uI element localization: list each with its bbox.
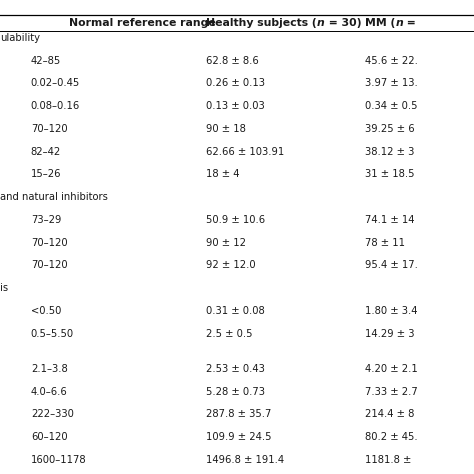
- Text: 0.34 ± 0.5: 0.34 ± 0.5: [365, 101, 418, 111]
- Text: 3.97 ± 13.: 3.97 ± 13.: [365, 78, 418, 89]
- Text: 90 ± 18: 90 ± 18: [206, 124, 246, 134]
- Text: 1181.8 ±: 1181.8 ±: [365, 455, 411, 465]
- Text: 70–120: 70–120: [31, 237, 67, 248]
- Text: 42–85: 42–85: [31, 55, 61, 66]
- Text: 4.0–6.6: 4.0–6.6: [31, 387, 68, 397]
- Text: 90 ± 12: 90 ± 12: [206, 237, 246, 248]
- Text: Healthy subjects (: Healthy subjects (: [206, 18, 317, 28]
- Text: 0.13 ± 0.03: 0.13 ± 0.03: [206, 101, 265, 111]
- Text: 0.26 ± 0.13: 0.26 ± 0.13: [206, 78, 265, 89]
- Text: 62.8 ± 8.6: 62.8 ± 8.6: [206, 55, 259, 66]
- Text: 0.08–0.16: 0.08–0.16: [31, 101, 80, 111]
- Text: 73–29: 73–29: [31, 215, 61, 225]
- Text: 74.1 ± 14: 74.1 ± 14: [365, 215, 414, 225]
- Text: and natural inhibitors: and natural inhibitors: [0, 192, 108, 202]
- Text: is: is: [0, 283, 8, 293]
- Text: 14.29 ± 3: 14.29 ± 3: [365, 328, 414, 339]
- Text: 70–120: 70–120: [31, 260, 67, 271]
- Text: 18 ± 4: 18 ± 4: [206, 169, 240, 180]
- Text: 82–42: 82–42: [31, 146, 61, 157]
- Text: 70–120: 70–120: [31, 124, 67, 134]
- Text: 1.80 ± 3.4: 1.80 ± 3.4: [365, 306, 418, 316]
- Text: 2.1–3.8: 2.1–3.8: [31, 364, 68, 374]
- Text: 109.9 ± 24.5: 109.9 ± 24.5: [206, 432, 272, 442]
- Text: 222–330: 222–330: [31, 410, 73, 419]
- Text: n: n: [395, 18, 403, 28]
- Text: n: n: [317, 18, 325, 28]
- Text: 1496.8 ± 191.4: 1496.8 ± 191.4: [206, 455, 284, 465]
- Text: 5.28 ± 0.73: 5.28 ± 0.73: [206, 387, 265, 397]
- Text: 50.9 ± 10.6: 50.9 ± 10.6: [206, 215, 265, 225]
- Text: 80.2 ± 45.: 80.2 ± 45.: [365, 432, 418, 442]
- Text: MM (: MM (: [365, 18, 395, 28]
- Text: 15–26: 15–26: [31, 169, 61, 180]
- Text: 38.12 ± 3: 38.12 ± 3: [365, 146, 414, 157]
- Text: 287.8 ± 35.7: 287.8 ± 35.7: [206, 410, 272, 419]
- Text: 1600–1178: 1600–1178: [31, 455, 86, 465]
- Text: =: =: [403, 18, 416, 28]
- Text: 78 ± 11: 78 ± 11: [365, 237, 405, 248]
- Text: 39.25 ± 6: 39.25 ± 6: [365, 124, 415, 134]
- Text: 62.66 ± 103.91: 62.66 ± 103.91: [206, 146, 284, 157]
- Text: 214.4 ± 8: 214.4 ± 8: [365, 410, 414, 419]
- Text: 0.5–5.50: 0.5–5.50: [31, 328, 74, 339]
- Text: 0.02–0.45: 0.02–0.45: [31, 78, 80, 89]
- Text: ulability: ulability: [0, 33, 40, 43]
- Text: Normal reference range: Normal reference range: [69, 18, 216, 28]
- Text: 31 ± 18.5: 31 ± 18.5: [365, 169, 414, 180]
- Text: <0.50: <0.50: [31, 306, 61, 316]
- Text: 60–120: 60–120: [31, 432, 67, 442]
- Text: 7.33 ± 2.7: 7.33 ± 2.7: [365, 387, 418, 397]
- Text: = 30): = 30): [325, 18, 361, 28]
- Text: 92 ± 12.0: 92 ± 12.0: [206, 260, 256, 271]
- Text: 2.5 ± 0.5: 2.5 ± 0.5: [206, 328, 253, 339]
- Text: 2.53 ± 0.43: 2.53 ± 0.43: [206, 364, 265, 374]
- Text: 45.6 ± 22.: 45.6 ± 22.: [365, 55, 418, 66]
- Text: 95.4 ± 17.: 95.4 ± 17.: [365, 260, 418, 271]
- Text: 4.20 ± 2.1: 4.20 ± 2.1: [365, 364, 418, 374]
- Text: 0.31 ± 0.08: 0.31 ± 0.08: [206, 306, 265, 316]
